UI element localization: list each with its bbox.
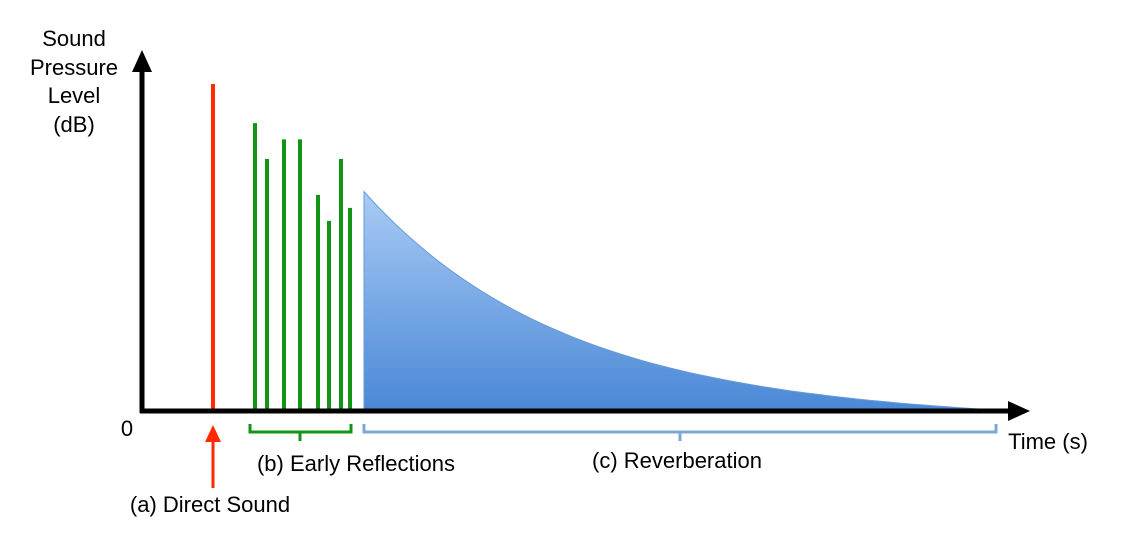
origin-label: 0 <box>121 416 133 441</box>
early-reflections-group <box>253 123 352 410</box>
x-axis-label: Time (s) <box>1008 429 1088 454</box>
direct-sound-label: (a) Direct Sound <box>130 492 290 517</box>
direct-sound-pointer-arrowhead <box>205 425 221 442</box>
reverberation-label: (c) Reverberation <box>592 448 762 473</box>
reverberation-bracket <box>362 424 998 441</box>
early-reflections-bracket <box>248 424 353 441</box>
y-axis-arrowhead <box>132 50 152 72</box>
y-axis-label-line-3: Level <box>48 83 101 108</box>
x-axis-arrowhead <box>1008 401 1030 421</box>
y-axis-label-line-4: (dB) <box>53 112 95 137</box>
y-axis-label-line-2: Pressure <box>30 55 118 80</box>
reverberation-decay-area <box>363 190 997 411</box>
y-axis-label-line-1: Sound <box>42 26 106 51</box>
early-reflections-label: (b) Early Reflections <box>257 451 455 476</box>
